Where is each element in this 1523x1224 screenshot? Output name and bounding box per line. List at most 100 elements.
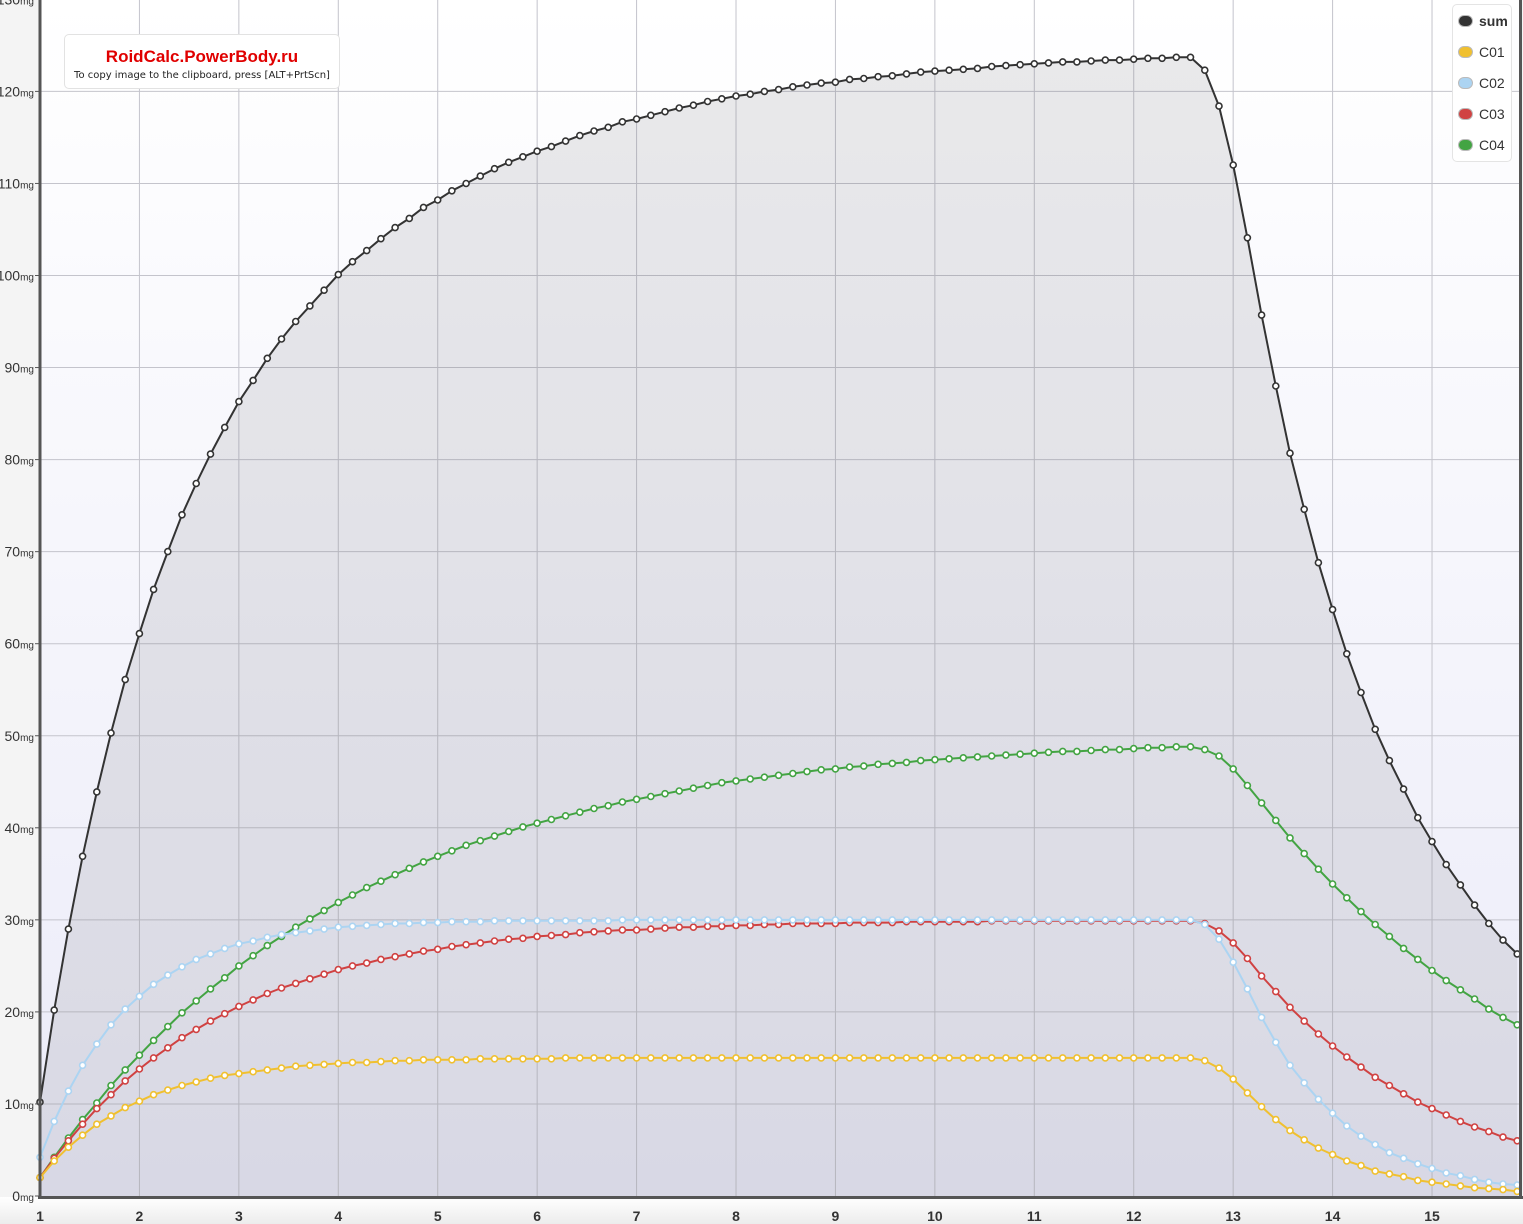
data-point-c01[interactable] bbox=[1314, 1144, 1323, 1152]
data-point-c04[interactable] bbox=[845, 763, 854, 771]
data-point-c01[interactable] bbox=[817, 1054, 826, 1062]
data-point-c02[interactable] bbox=[533, 916, 541, 925]
data-point-c04[interactable] bbox=[419, 858, 428, 866]
data-point-c04[interactable] bbox=[206, 985, 215, 993]
data-point-c02[interactable] bbox=[249, 937, 257, 945]
data-point-sum[interactable] bbox=[405, 214, 414, 223]
data-point-c03[interactable] bbox=[192, 1025, 200, 1034]
data-point-c03[interactable] bbox=[1357, 1063, 1365, 1071]
data-point-sum[interactable] bbox=[689, 101, 698, 109]
data-point-sum[interactable] bbox=[1399, 785, 1408, 793]
data-point-c04[interactable] bbox=[817, 765, 826, 774]
data-point-sum[interactable] bbox=[973, 64, 982, 73]
data-point-sum[interactable] bbox=[1115, 56, 1124, 64]
data-point-c01[interactable] bbox=[1002, 1054, 1010, 1062]
data-point-c04[interactable] bbox=[1002, 751, 1010, 759]
data-point-c01[interactable] bbox=[902, 1054, 911, 1062]
data-point-c02[interactable] bbox=[1385, 1148, 1394, 1157]
data-point-c01[interactable] bbox=[206, 1074, 215, 1082]
data-point-sum[interactable] bbox=[1300, 505, 1308, 514]
data-point-c04[interactable] bbox=[1428, 966, 1436, 975]
data-point-sum[interactable] bbox=[50, 1006, 59, 1014]
data-point-c02[interactable] bbox=[306, 927, 314, 935]
data-point-c04[interactable] bbox=[675, 787, 684, 795]
data-point-c03[interactable] bbox=[1385, 1081, 1394, 1090]
data-point-c02[interactable] bbox=[320, 925, 328, 933]
data-point-c02[interactable] bbox=[1428, 1164, 1436, 1173]
data-point-c02[interactable] bbox=[732, 916, 740, 924]
data-point-sum[interactable] bbox=[362, 246, 371, 255]
data-point-c02[interactable] bbox=[504, 916, 513, 925]
data-point-c03[interactable] bbox=[433, 945, 442, 954]
data-point-c01[interactable] bbox=[1158, 1054, 1166, 1062]
data-point-c02[interactable] bbox=[1129, 916, 1138, 924]
data-point-c04[interactable] bbox=[888, 759, 897, 768]
data-point-c01[interactable] bbox=[504, 1055, 513, 1063]
data-point-c02[interactable] bbox=[164, 971, 172, 979]
data-point-sum[interactable] bbox=[1485, 919, 1493, 928]
data-point-sum[interactable] bbox=[774, 85, 783, 94]
data-point-c01[interactable] bbox=[405, 1056, 414, 1065]
data-point-sum[interactable] bbox=[902, 70, 911, 78]
data-point-c01[interactable] bbox=[1470, 1183, 1479, 1192]
data-point-c01[interactable] bbox=[306, 1061, 314, 1070]
data-point-c04[interactable] bbox=[263, 941, 272, 950]
data-point-c03[interactable] bbox=[1272, 987, 1280, 996]
data-point-c03[interactable] bbox=[632, 926, 641, 934]
data-point-c04[interactable] bbox=[632, 795, 641, 804]
data-point-c01[interactable] bbox=[717, 1054, 726, 1062]
data-point-sum[interactable] bbox=[1357, 688, 1365, 697]
data-point-c02[interactable] bbox=[1201, 920, 1209, 929]
data-point-c02[interactable] bbox=[334, 923, 343, 932]
data-point-c01[interactable] bbox=[1215, 1064, 1223, 1072]
data-point-c01[interactable] bbox=[1428, 1178, 1436, 1186]
data-point-c01[interactable] bbox=[1499, 1185, 1507, 1194]
data-point-c04[interactable] bbox=[377, 877, 385, 886]
data-point-c01[interactable] bbox=[1357, 1161, 1365, 1170]
data-point-c01[interactable] bbox=[845, 1054, 854, 1062]
data-point-c04[interactable] bbox=[987, 752, 996, 760]
data-point-c03[interactable] bbox=[575, 928, 584, 937]
data-point-c01[interactable] bbox=[462, 1056, 470, 1064]
data-point-sum[interactable] bbox=[462, 179, 470, 188]
data-point-c02[interactable] bbox=[1470, 1175, 1479, 1184]
data-point-sum[interactable] bbox=[916, 68, 925, 76]
data-point-c04[interactable] bbox=[661, 789, 669, 798]
data-point-c02[interactable] bbox=[845, 916, 854, 924]
data-point-c02[interactable] bbox=[590, 916, 598, 925]
data-point-sum[interactable] bbox=[1030, 59, 1039, 68]
data-point-sum[interactable] bbox=[1343, 649, 1351, 658]
data-point-sum[interactable] bbox=[377, 234, 385, 243]
data-point-c02[interactable] bbox=[206, 950, 215, 958]
data-point-c03[interactable] bbox=[1485, 1127, 1493, 1136]
data-point-c02[interactable] bbox=[362, 921, 371, 930]
data-point-c03[interactable] bbox=[377, 955, 385, 964]
data-point-c03[interactable] bbox=[64, 1137, 73, 1145]
data-point-c02[interactable] bbox=[1414, 1160, 1422, 1168]
data-point-sum[interactable] bbox=[888, 72, 897, 80]
data-point-c02[interactable] bbox=[817, 916, 826, 924]
data-point-c01[interactable] bbox=[334, 1059, 343, 1068]
data-point-c01[interactable] bbox=[1101, 1054, 1110, 1062]
data-point-c02[interactable] bbox=[874, 916, 882, 924]
data-point-c04[interactable] bbox=[1385, 932, 1394, 941]
data-point-c02[interactable] bbox=[1016, 916, 1024, 924]
data-point-sum[interactable] bbox=[1470, 901, 1479, 909]
data-point-c04[interactable] bbox=[902, 758, 911, 767]
data-point-c03[interactable] bbox=[1499, 1133, 1507, 1141]
data-point-c03[interactable] bbox=[235, 1002, 243, 1011]
data-point-c01[interactable] bbox=[433, 1056, 442, 1064]
data-point-c04[interactable] bbox=[1371, 920, 1379, 929]
data-point-c01[interactable] bbox=[675, 1054, 684, 1062]
data-point-c01[interactable] bbox=[377, 1057, 385, 1066]
data-point-c01[interactable] bbox=[277, 1064, 286, 1072]
data-point-c02[interactable] bbox=[675, 916, 684, 924]
data-point-c02[interactable] bbox=[1115, 916, 1124, 924]
data-point-c04[interactable] bbox=[533, 819, 541, 828]
data-point-c01[interactable] bbox=[149, 1090, 158, 1099]
data-point-c01[interactable] bbox=[632, 1054, 641, 1062]
data-point-sum[interactable] bbox=[391, 223, 399, 232]
data-point-c01[interactable] bbox=[362, 1058, 371, 1067]
data-point-c02[interactable] bbox=[433, 918, 442, 927]
data-point-c04[interactable] bbox=[831, 765, 840, 773]
